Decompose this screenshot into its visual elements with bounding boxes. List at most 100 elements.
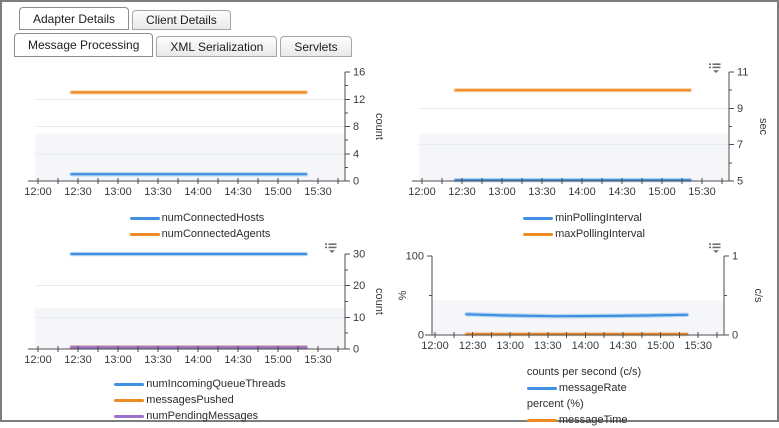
svg-text:12:30: 12:30 (64, 186, 92, 198)
svg-text:30: 30 (353, 249, 365, 261)
tab-message-processing[interactable]: Message Processing (14, 33, 154, 57)
chart-message-rate-time: 12:00 12:30 13:00 13:30 14:00 14:30 15:00 15:30… (394, 240, 774, 428)
svg-text:0: 0 (353, 176, 359, 188)
chart-canvas: 12:00 12:30 13:00 13:30 14:00 14:30 15:00 15:30… (24, 67, 385, 199)
svg-text:12:30: 12:30 (64, 354, 92, 366)
legend-label: messageTime (558, 414, 628, 426)
svg-text:20: 20 (353, 280, 365, 292)
legend-item-messageTime: messageTime (526, 412, 641, 428)
tab-xml-serialization[interactable]: XML Serialization (156, 36, 278, 57)
chart-canvas: 12:00 12:30 13:00 13:30 14:00 14:30 15:00 15:30… (397, 251, 764, 353)
tab-label: Client Details (146, 13, 217, 27)
legend-swatch (114, 398, 145, 402)
svg-text:15:30: 15:30 (688, 186, 716, 198)
chart-canvas: 12:00 12:30 13:00 13:30 14:00 14:30 15:00 15:30… (24, 249, 385, 367)
svg-text:12:00: 12:00 (24, 354, 52, 366)
svg-text:0: 0 (418, 330, 424, 342)
legend-item-numIncomingQueueThreads: numIncomingQueueThreads (114, 376, 286, 392)
chart-legend: counts per second (c/s) messageRate perce… (526, 364, 642, 428)
svg-text:13:30: 13:30 (528, 186, 556, 198)
primary-tabbar: Adapter Details Client Details (19, 7, 231, 30)
svg-text:13:00: 13:00 (488, 186, 516, 198)
svg-text:15:00: 15:00 (264, 186, 292, 198)
legend-group-header: counts per second (c/s) (526, 366, 642, 378)
legend-swatch (114, 382, 145, 386)
legend-item-minPollingInterval: minPollingInterval (523, 210, 645, 226)
tab-label: Message Processing (28, 38, 140, 52)
svg-text:12:30: 12:30 (459, 340, 487, 352)
svg-text:12:00: 12:00 (408, 186, 436, 198)
legend-item-maxPollingInterval: maxPollingInterval (523, 226, 645, 242)
svg-text:sec: sec (757, 118, 769, 136)
svg-text:15:30: 15:30 (304, 354, 332, 366)
chart-legend: numIncomingQueueThreads messagesPushed n… (114, 376, 286, 424)
list-with-caret-down-icon (709, 243, 721, 253)
legend-label: minPollingInterval (555, 212, 642, 224)
svg-text:14:30: 14:30 (609, 340, 637, 352)
svg-text:14:00: 14:00 (572, 340, 600, 352)
svg-text:%: % (397, 290, 409, 300)
legend-swatch (129, 216, 160, 220)
svg-text:12:30: 12:30 (448, 186, 476, 198)
svg-text:14:00: 14:00 (568, 186, 596, 198)
svg-text:15:30: 15:30 (684, 340, 712, 352)
tab-adapter-details[interactable]: Adapter Details (19, 7, 130, 30)
chart-menu-icon[interactable] (708, 61, 722, 73)
legend-label: numIncomingQueueThreads (146, 378, 286, 390)
legend-label: numConnectedHosts (161, 212, 265, 224)
svg-text:12: 12 (353, 94, 365, 106)
legend-swatch (523, 216, 554, 220)
tab-label: XML Serialization (170, 39, 264, 54)
chart-legend: minPollingInterval maxPollingInterval (523, 210, 645, 242)
legend-swatch (526, 386, 557, 390)
svg-text:15:30: 15:30 (304, 186, 332, 198)
chart-menu-icon[interactable] (708, 241, 722, 253)
svg-text:13:00: 13:00 (104, 354, 132, 366)
svg-text:4: 4 (353, 148, 359, 160)
list-with-caret-down-icon (325, 243, 337, 253)
legend-swatch (523, 232, 554, 236)
svg-text:12:00: 12:00 (24, 186, 52, 198)
chart-legend: numConnectedHosts numConnectedAgents (129, 210, 271, 242)
svg-text:14:30: 14:30 (224, 186, 252, 198)
legend-label: messagesPushed (146, 394, 234, 406)
svg-text:13:30: 13:30 (144, 354, 172, 366)
svg-text:15:00: 15:00 (647, 340, 675, 352)
svg-text:100: 100 (406, 251, 424, 263)
svg-text:12:00: 12:00 (421, 340, 449, 352)
svg-text:7: 7 (737, 139, 743, 151)
list-with-caret-down-icon (709, 63, 721, 73)
svg-text:13:00: 13:00 (104, 186, 132, 198)
legend-group-header: percent (%) (526, 398, 584, 410)
svg-text:9: 9 (737, 103, 743, 115)
chart-queue-threads-messages: 12:00 12:30 13:00 13:30 14:00 14:30 15:00 15:30… (10, 240, 390, 424)
svg-text:11: 11 (737, 67, 748, 79)
svg-text:1: 1 (732, 251, 738, 263)
svg-text:0: 0 (732, 330, 738, 342)
svg-text:14:30: 14:30 (224, 354, 252, 366)
legend-label: numConnectedAgents (161, 228, 271, 240)
svg-text:15:00: 15:00 (648, 186, 676, 198)
legend-item-messagesPushed: messagesPushed (114, 392, 285, 408)
legend-label: numPendingMessages (146, 410, 259, 422)
secondary-tabbar: Message Processing XML Serialization Ser… (14, 33, 352, 57)
svg-text:c/s: c/s (752, 288, 764, 303)
svg-text:10: 10 (353, 312, 365, 324)
chart-menu-icon[interactable] (324, 241, 338, 253)
chart-polling-interval: 12:00 12:30 13:00 13:30 14:00 14:30 15:00 15:30… (394, 60, 774, 242)
tab-servlets[interactable]: Servlets (280, 36, 352, 57)
legend-swatch (526, 418, 557, 422)
svg-text:15:00: 15:00 (264, 354, 292, 366)
svg-text:14:00: 14:00 (184, 186, 212, 198)
svg-text:8: 8 (353, 121, 359, 133)
svg-text:13:00: 13:00 (496, 340, 524, 352)
tab-label: Adapter Details (33, 11, 116, 26)
chart-connected-hosts-agents: 12:00 12:30 13:00 13:30 14:00 14:30 15:00 15:30… (10, 60, 390, 242)
legend-label: messageRate (558, 382, 627, 394)
svg-text:13:30: 13:30 (534, 340, 562, 352)
svg-text:14:30: 14:30 (608, 186, 636, 198)
tab-client-details[interactable]: Client Details (132, 10, 231, 30)
legend-item-messageRate: messageRate (526, 380, 641, 396)
legend-item-numPendingMessages: numPendingMessages (114, 408, 285, 424)
legend-swatch (114, 414, 145, 418)
